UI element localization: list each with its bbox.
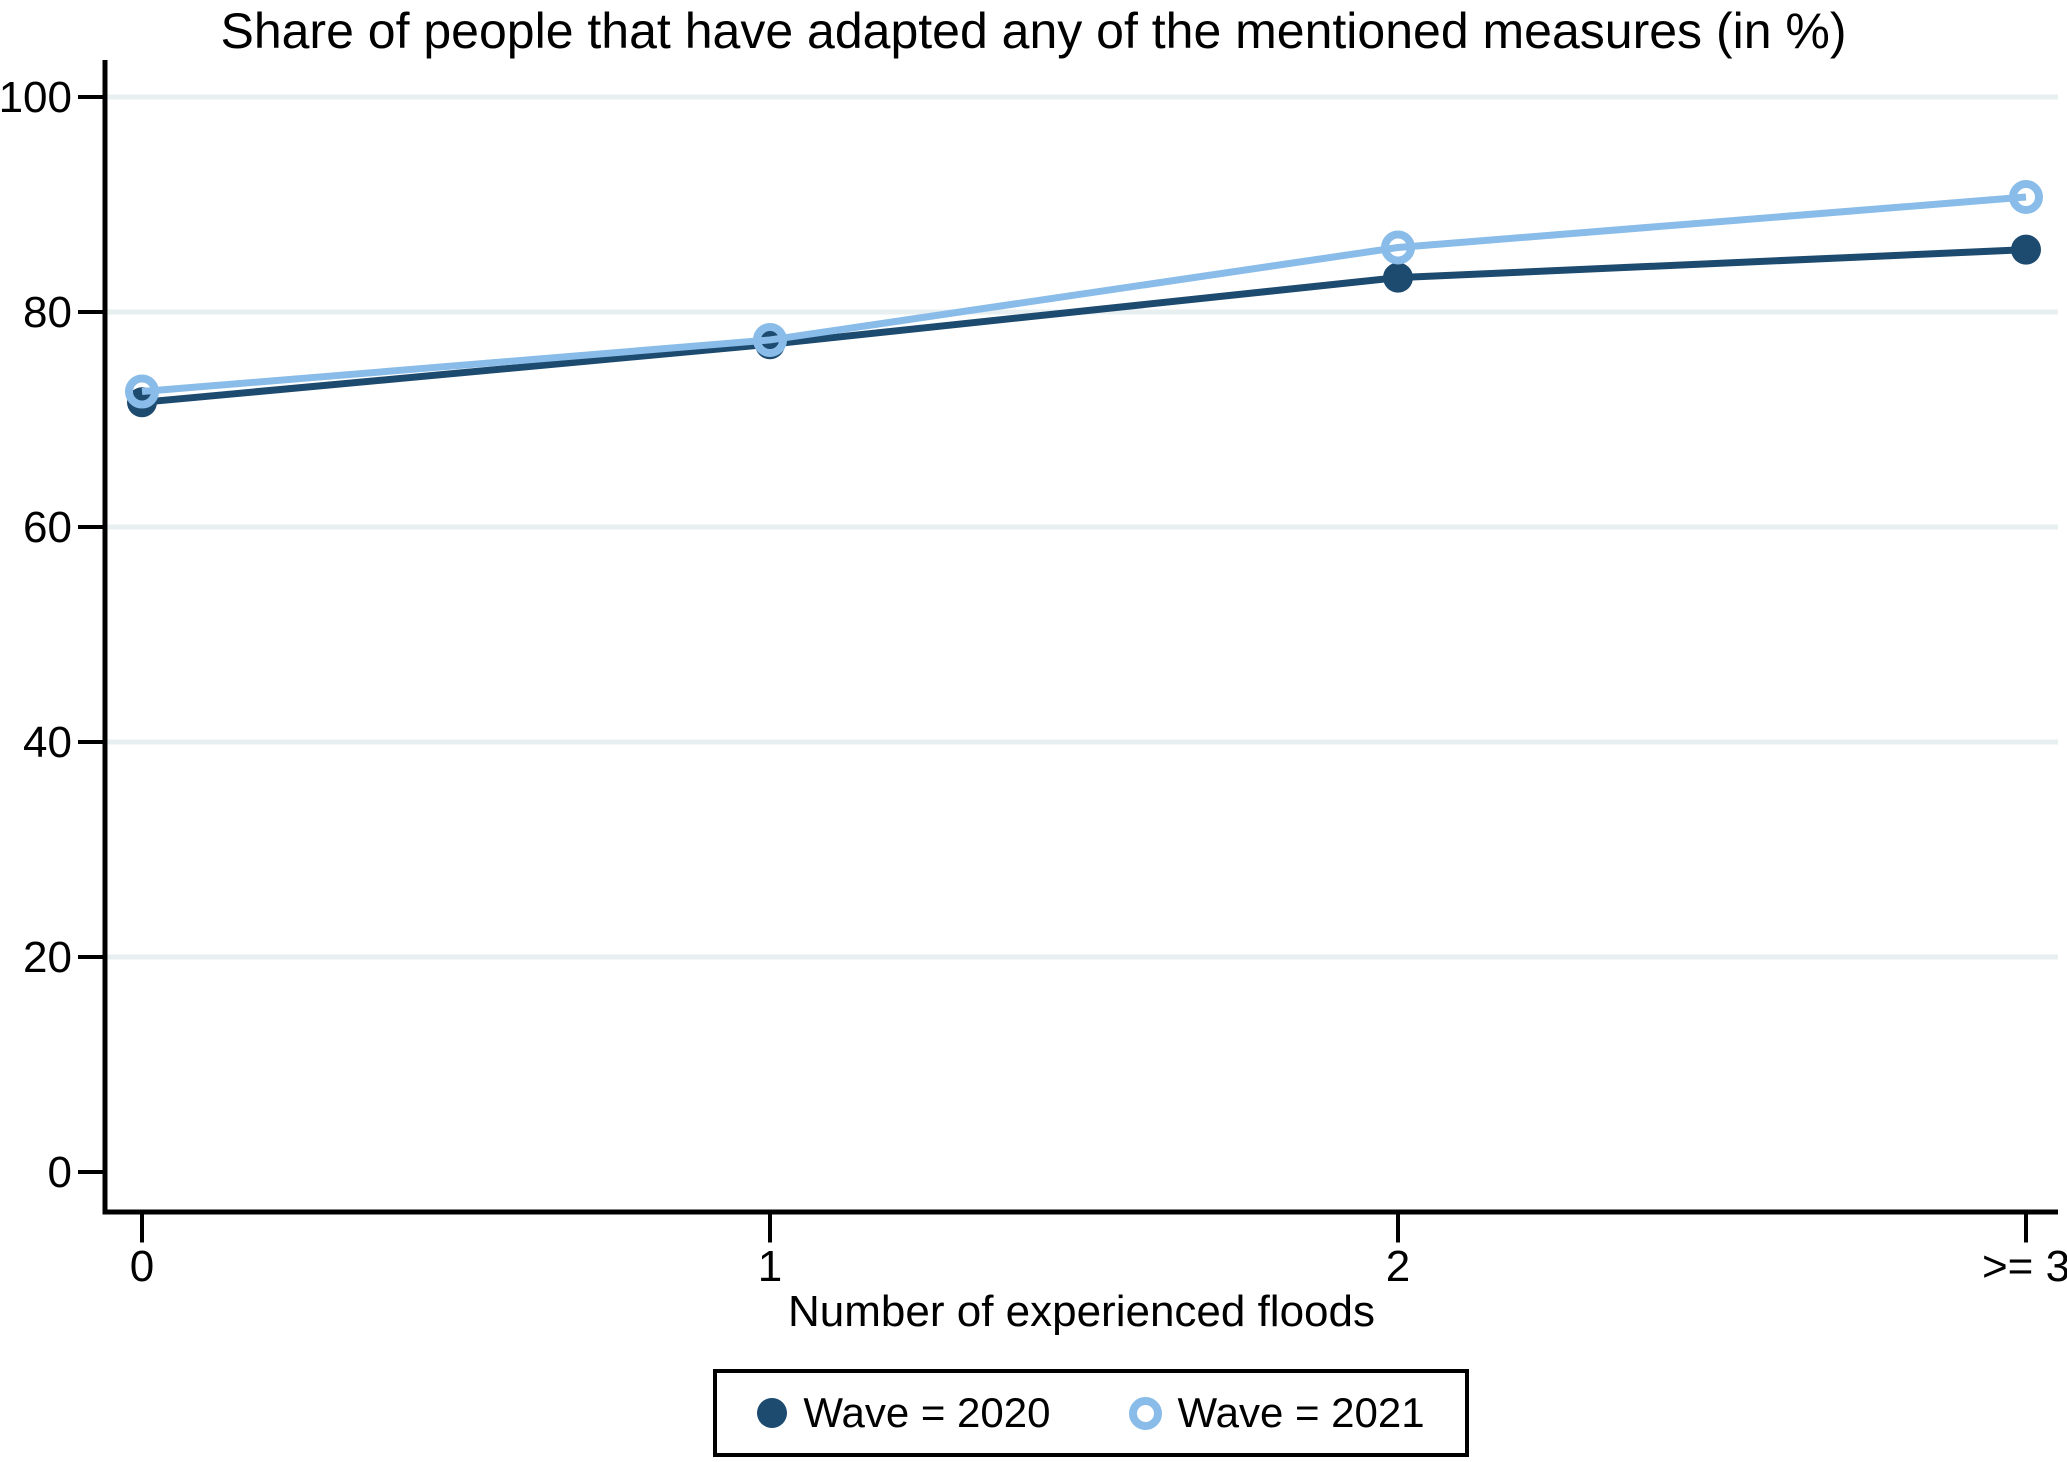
data-point-1-1 [753,322,787,357]
chart-title: Share of people that have adapted any of… [220,3,1847,59]
x-axis-title: Number of experienced floods [788,1287,1375,1336]
y-tick-label-40: 40 [23,718,72,767]
open-circle-icon [1128,1396,1162,1430]
data-point-1-0 [125,374,159,409]
legend: Wave = 2020 Wave = 2021 [713,1369,1469,1457]
x-tick-label-0: 0 [130,1242,154,1291]
x-tick-label-1: 1 [758,1242,782,1291]
x-tick-label-3: >= 3 [1982,1242,2067,1291]
filled-circle-icon [757,1398,788,1428]
y-tick-label-0: 0 [48,1148,72,1197]
y-tick-label-100: 100 [0,73,72,122]
data-point-1-3 [2009,179,2043,214]
data-point-0-3 [2011,234,2041,265]
legend-label-wave-2020: Wave = 2020 [803,1389,1051,1436]
y-tick-label-20: 20 [23,933,72,982]
data-point-1-2 [1381,230,1415,265]
x-tick-label-2: 2 [1386,1242,1410,1291]
data-point-0-2 [1383,262,1413,293]
y-tick-label-80: 80 [23,288,72,337]
legend-item-wave-2021: Wave = 2021 [1128,1389,1425,1437]
legend-label-wave-2021: Wave = 2021 [1177,1389,1425,1436]
legend-item-wave-2020: Wave = 2020 [757,1389,1051,1437]
series-line-1 [141,193,2027,396]
series-line-0 [141,246,2027,406]
y-tick-label-60: 60 [23,503,72,552]
